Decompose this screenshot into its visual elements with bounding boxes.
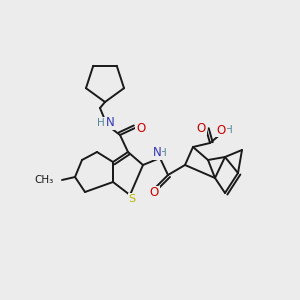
Text: H: H [97,118,105,128]
Text: H: H [159,148,167,158]
Text: N: N [153,146,161,160]
Text: O: O [216,124,226,136]
Text: O: O [136,122,146,134]
Text: CH₃: CH₃ [35,175,54,185]
Text: S: S [128,194,136,204]
Text: O: O [196,122,206,134]
Text: H: H [225,125,233,135]
Text: N: N [106,116,114,130]
Text: O: O [149,187,159,200]
